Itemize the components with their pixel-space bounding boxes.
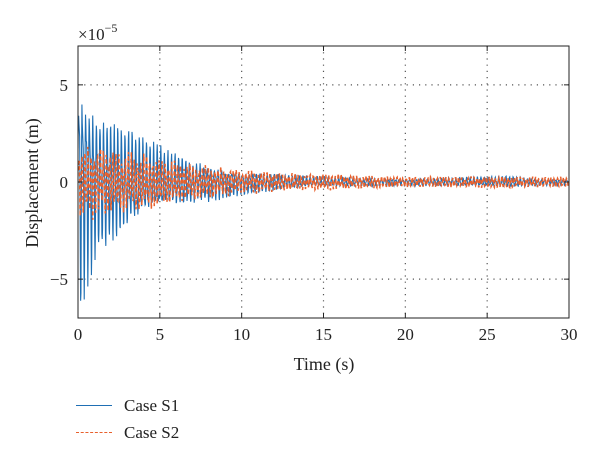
y-tick-label: −5 [50, 270, 68, 289]
x-tick-label: 0 [74, 325, 83, 344]
legend-item-case-s2: Case S2 [76, 419, 179, 446]
y-tick-label: 5 [60, 76, 69, 95]
x-tick-label: 10 [233, 325, 250, 344]
x-tick-label: 15 [315, 325, 332, 344]
legend-label-case-s2: Case S2 [124, 422, 180, 442]
x-axis-label: Time (s) [294, 354, 355, 375]
legend-swatch-case-s2 [76, 432, 112, 433]
legend-item-case-s1: Case S1 [76, 392, 179, 419]
x-tick-label: 25 [479, 325, 496, 344]
x-tick-label: 20 [397, 325, 414, 344]
legend-label-case-s1: Case S1 [124, 395, 180, 415]
legend-swatch-case-s1 [76, 405, 112, 406]
y-tick-label: 0 [60, 173, 69, 192]
x-tick-label: 30 [561, 325, 578, 344]
series-line-case-s2 [78, 145, 569, 220]
legend: Case S1 Case S2 [76, 392, 179, 446]
ticks: 0 5 10 15 20 25 30 −5 0 5 [50, 46, 578, 344]
y-axis-label: Displacement (m) [22, 118, 43, 247]
x-tick-label: 5 [156, 325, 165, 344]
y-axis-multiplier: ×10−5 [78, 21, 117, 44]
series-layer [78, 104, 569, 301]
